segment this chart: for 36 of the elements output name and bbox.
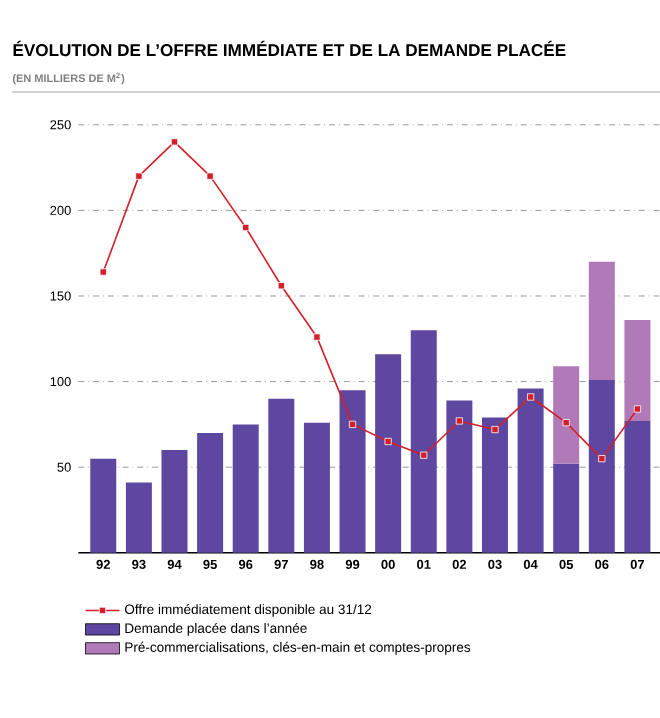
point — [455, 417, 463, 425]
point — [170, 138, 179, 146]
point — [527, 393, 535, 401]
bar — [624, 319, 651, 421]
bar — [481, 417, 508, 553]
point — [313, 333, 321, 341]
bar — [410, 330, 437, 553]
bar — [553, 463, 580, 553]
point — [277, 282, 285, 290]
point — [633, 405, 642, 413]
bar — [125, 482, 152, 553]
bar — [161, 450, 188, 553]
bar — [232, 424, 259, 553]
point — [562, 419, 570, 427]
bar — [268, 398, 295, 553]
bar — [303, 422, 330, 553]
point — [99, 268, 107, 276]
bar — [197, 432, 224, 553]
point — [598, 455, 606, 463]
bar — [375, 354, 402, 553]
chart-title: ÉVOLUTION DE L’OFFRE IMMÉDIATE ET DE LA DEMANDE PLACÉE — [13, 40, 566, 57]
point — [420, 451, 428, 459]
point — [491, 425, 499, 434]
bar — [446, 400, 473, 553]
point — [135, 172, 143, 180]
point — [206, 172, 214, 180]
bar — [339, 390, 366, 553]
bar — [90, 458, 117, 553]
point — [348, 420, 357, 428]
point — [384, 437, 392, 446]
point — [242, 223, 250, 232]
bar — [588, 379, 615, 553]
bar — [588, 261, 615, 380]
bar — [553, 366, 580, 464]
bar — [624, 420, 651, 553]
bar — [517, 388, 544, 553]
